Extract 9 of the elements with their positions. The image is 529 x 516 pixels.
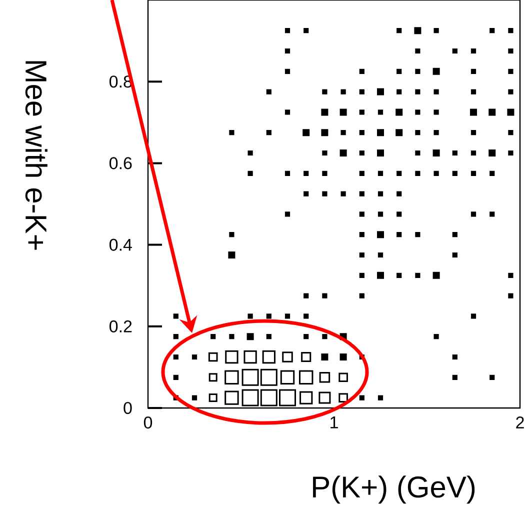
y-tick-label: 0.4 bbox=[109, 238, 132, 251]
x-tick-label: 2 bbox=[516, 416, 524, 428]
y-tick-label: 0.6 bbox=[109, 157, 132, 170]
x-axis-title: P(K+) (GeV) bbox=[313, 476, 475, 504]
x-tick-label: 1 bbox=[330, 416, 338, 428]
y-axis-title: Mee with e-K+ bbox=[25, 61, 48, 250]
x-tick-label: 0 bbox=[144, 416, 152, 429]
y-tick-label: 0.2 bbox=[109, 320, 132, 332]
y-tick-label: 0 bbox=[124, 402, 132, 414]
